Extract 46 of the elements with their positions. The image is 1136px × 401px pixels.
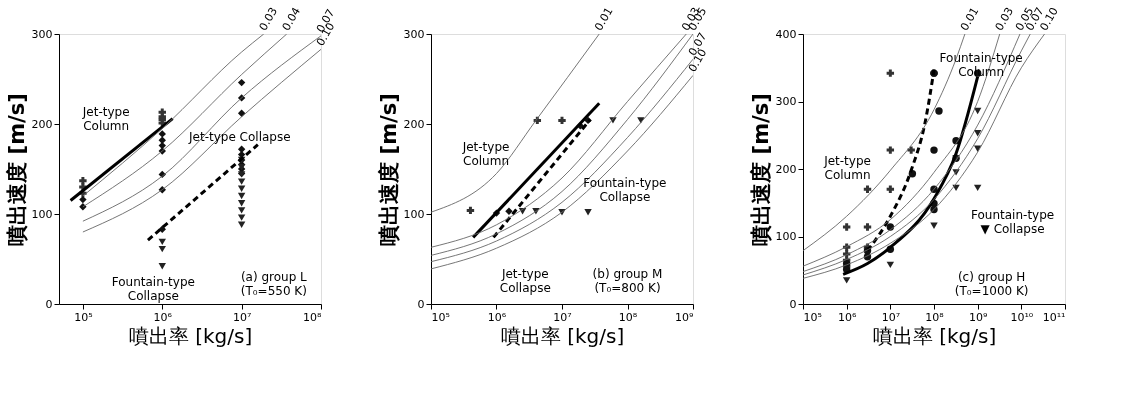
- annotation: Fountain-type Collapse: [111, 275, 195, 304]
- x-tick-label: 10⁹: [675, 310, 694, 324]
- x-tick-label: 10⁸: [303, 310, 323, 324]
- x-tick-label: 10⁷: [553, 310, 572, 324]
- y-tick-label: 300: [775, 95, 797, 108]
- x-tick-label: 10¹¹: [1042, 310, 1066, 324]
- x-tick-label: 10⁵: [74, 310, 93, 324]
- x-tick-label: 10⁷: [881, 310, 901, 324]
- y-tick-label: 300: [31, 27, 53, 41]
- y-tick-label: 200: [31, 117, 53, 131]
- annotation: Jet-type Collapse: [187, 129, 291, 144]
- y-tick-label: 200: [403, 117, 425, 131]
- annotation: (a) group L (T₀=550 K): [240, 270, 308, 298]
- x-tick-label: 10⁶: [487, 310, 507, 324]
- x-tick-label: 10⁸: [618, 310, 638, 324]
- y-tick-label: 100: [775, 230, 797, 243]
- y-tick-label: 100: [403, 207, 425, 221]
- x-axis-title: 噴出率 [kg/s]: [128, 323, 253, 348]
- x-tick-label: 10⁸: [925, 310, 945, 324]
- annotation: Jet-type Column: [823, 153, 871, 182]
- x-axis-title: 噴出率 [kg/s]: [872, 323, 997, 348]
- annotation: Jet-type Column: [461, 140, 510, 169]
- y-axis-title: 噴出速度 [m/s]: [748, 93, 773, 246]
- y-tick-label: 300: [403, 27, 425, 41]
- x-tick-label: 10⁵: [803, 310, 822, 324]
- y-tick-label: 200: [775, 162, 797, 176]
- y-tick-label: 400: [775, 27, 797, 41]
- y-axis-title: 噴出速度 [m/s]: [4, 93, 29, 246]
- x-tick-label: 10⁶: [837, 310, 857, 324]
- annotation: Jet-type Column: [81, 105, 130, 134]
- x-tick-label: 10⁶: [153, 310, 173, 324]
- x-tick-label: 10⁵: [431, 310, 450, 324]
- x-axis-title: 噴出率 [kg/s]: [500, 323, 625, 348]
- x-tick-label: 10⁷: [232, 310, 252, 324]
- x-tick-label: 10⁹: [968, 310, 988, 324]
- y-axis-title: 噴出速度 [m/s]: [376, 93, 401, 246]
- y-tick-label: 0: [417, 297, 425, 311]
- y-tick-label: 0: [789, 297, 797, 311]
- x-tick-label: 10¹⁰: [1010, 310, 1034, 324]
- annotation: Fountain-type ▼ Collapse: [971, 207, 1055, 236]
- annotation: Fountain-type Collapse: [583, 175, 667, 204]
- y-tick-label: 100: [31, 207, 53, 221]
- annotation: Jet-type Collapse: [499, 267, 551, 296]
- annotation: (b) group M (T₀=800 K): [592, 267, 663, 296]
- annotation: (c) group H (T₀=1000 K): [954, 270, 1029, 298]
- y-tick-label: 0: [45, 297, 53, 311]
